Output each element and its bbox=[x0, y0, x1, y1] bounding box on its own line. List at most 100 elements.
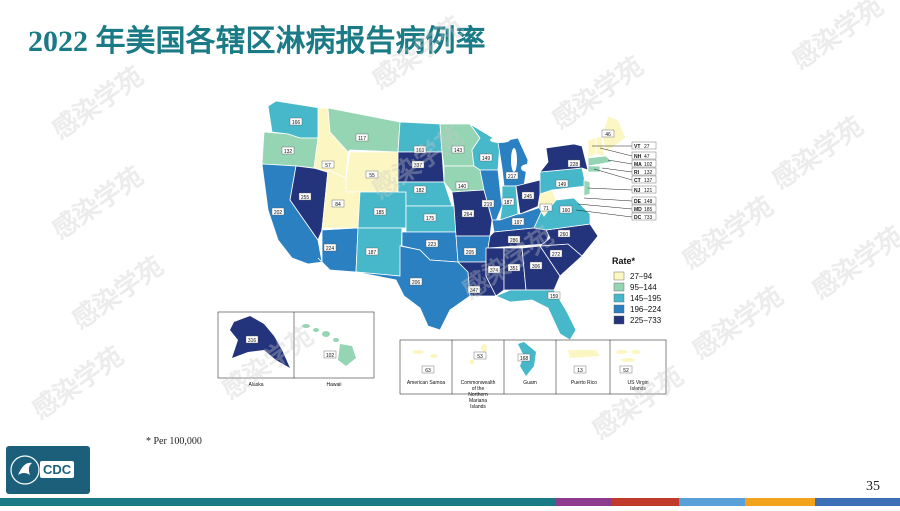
bottom-color-bar bbox=[0, 498, 900, 506]
legend-item: 27–94 bbox=[613, 271, 653, 281]
svg-text:140: 140 bbox=[458, 184, 467, 190]
svg-text:46: 46 bbox=[605, 132, 611, 138]
watermark-text: 感染学苑 bbox=[676, 191, 778, 275]
watermark-text: 感染学苑 bbox=[766, 111, 868, 195]
bottom-bar-segment bbox=[745, 498, 815, 506]
state-label-id: 57 bbox=[321, 160, 335, 169]
callout-vt: VT 27 bbox=[592, 141, 657, 150]
svg-text:102: 102 bbox=[644, 162, 653, 168]
state-label-la: 347 bbox=[467, 285, 481, 294]
state-tx bbox=[355, 245, 471, 331]
watermark-text: 感染学苑 bbox=[806, 221, 900, 305]
territory-labels: 316 Alaska 102 Hawaii 63 American Samoa 53 Comm… bbox=[245, 335, 649, 410]
callout-nh: NH 47 bbox=[599, 147, 657, 160]
state-label-pa: 149 bbox=[555, 179, 569, 188]
svg-text:MD: MD bbox=[634, 207, 642, 213]
territory-guam: 168 Guam bbox=[517, 353, 537, 386]
territory-american-samoa: 63 American Samoa bbox=[407, 365, 446, 386]
state-label-mn: 143 bbox=[451, 145, 465, 154]
state-nm bbox=[355, 227, 403, 277]
state-wi bbox=[469, 123, 501, 171]
state-il bbox=[479, 169, 503, 228]
svg-text:205: 205 bbox=[466, 250, 475, 256]
state-label-nd: 163 bbox=[413, 145, 427, 154]
state-label-fl: 159 bbox=[547, 291, 561, 300]
state-label-ar: 205 bbox=[463, 247, 477, 256]
svg-text:217: 217 bbox=[508, 174, 517, 180]
svg-text:163: 163 bbox=[416, 148, 425, 154]
callout-md: MD 185 bbox=[577, 203, 657, 213]
svg-text:255: 255 bbox=[301, 195, 310, 201]
state-label-wi: 149 bbox=[479, 153, 493, 162]
svg-text:121: 121 bbox=[644, 188, 653, 194]
legend-item: 225–733 bbox=[613, 315, 662, 325]
svg-text:175: 175 bbox=[426, 216, 435, 222]
svg-text:137: 137 bbox=[644, 178, 653, 184]
svg-text:351: 351 bbox=[510, 266, 519, 272]
cdc-logo: CDC bbox=[6, 446, 90, 494]
svg-text:RI: RI bbox=[634, 170, 640, 176]
svg-text:316: 316 bbox=[248, 338, 257, 344]
bottom-bar-segment bbox=[0, 498, 555, 506]
svg-text:NJ: NJ bbox=[634, 188, 641, 194]
legend-item: 145–195 bbox=[613, 293, 662, 303]
territory-us-virgin-islands: 52 US Virgin Islands bbox=[619, 365, 649, 392]
watermark-text: 感染学苑 bbox=[66, 251, 168, 335]
state-label-or: 132 bbox=[281, 146, 295, 155]
state-label-mo: 264 bbox=[461, 209, 475, 218]
great-lakes bbox=[490, 137, 535, 172]
svg-text:Alaska: Alaska bbox=[248, 382, 263, 388]
svg-text:264: 264 bbox=[464, 212, 473, 218]
svg-text:159: 159 bbox=[550, 294, 559, 300]
svg-text:143: 143 bbox=[454, 148, 463, 154]
watermark-text: 感染学苑 bbox=[46, 61, 148, 145]
state-label-in: 187 bbox=[501, 197, 515, 206]
legend-label: 95–144 bbox=[630, 283, 657, 292]
legend-item: 95–144 bbox=[613, 282, 657, 292]
state-label-sc: 272 bbox=[549, 249, 563, 258]
state-ne-small bbox=[583, 179, 591, 197]
svg-text:306: 306 bbox=[532, 264, 541, 270]
legend-swatch bbox=[613, 282, 625, 292]
svg-text:MA: MA bbox=[634, 162, 642, 168]
svg-text:71: 71 bbox=[543, 206, 549, 212]
territory-alaska: 316 Alaska bbox=[245, 335, 264, 388]
svg-text:American Samoa: American Samoa bbox=[407, 380, 446, 386]
state-label-oh: 245 bbox=[521, 191, 535, 200]
territory-hawaii: 102 Hawaii bbox=[323, 350, 342, 388]
callout-ri: RI 132 bbox=[601, 167, 657, 176]
svg-text:347: 347 bbox=[470, 288, 479, 294]
svg-text:149: 149 bbox=[558, 182, 567, 188]
svg-text:185: 185 bbox=[376, 210, 385, 216]
svg-text:13: 13 bbox=[577, 368, 583, 374]
state-label-wv: 71 bbox=[539, 203, 553, 212]
state-label-sd: 337 bbox=[411, 160, 425, 169]
svg-text:286: 286 bbox=[510, 238, 519, 244]
state-label-ne: 182 bbox=[413, 185, 427, 194]
svg-text:160: 160 bbox=[562, 208, 571, 214]
inset-territories bbox=[399, 339, 667, 395]
callout-dc: DC 733 bbox=[575, 209, 657, 221]
state-label-ms: 374 bbox=[487, 265, 501, 274]
svg-text:185: 185 bbox=[644, 207, 653, 213]
state-label-mt: 117 bbox=[355, 133, 369, 142]
state-label-az: 224 bbox=[323, 243, 337, 252]
state-label-ca: 202 bbox=[271, 207, 285, 216]
state-value-labels: 166 132 202 255 57 117 55 84 224 185 187 163 337 182 1… bbox=[271, 117, 615, 300]
svg-text:Puerto Rico: Puerto Rico bbox=[571, 380, 597, 386]
callout-de: DE 148 bbox=[583, 196, 657, 205]
svg-text:47: 47 bbox=[644, 154, 650, 160]
bottom-bar-segment bbox=[679, 498, 745, 506]
territory-puerto-rico: 13 Puerto Rico bbox=[571, 365, 597, 386]
state-label-il: 219 bbox=[481, 199, 495, 208]
bottom-bar-segment bbox=[555, 498, 611, 506]
svg-text:260: 260 bbox=[560, 232, 569, 238]
state-label-nm: 187 bbox=[365, 247, 379, 256]
svg-text:337: 337 bbox=[414, 163, 423, 169]
legend-swatch bbox=[613, 293, 625, 303]
state-label-nv: 255 bbox=[298, 192, 312, 201]
svg-text:NH: NH bbox=[634, 154, 642, 160]
state-label-wa: 166 bbox=[289, 117, 303, 126]
svg-text:219: 219 bbox=[484, 202, 493, 208]
